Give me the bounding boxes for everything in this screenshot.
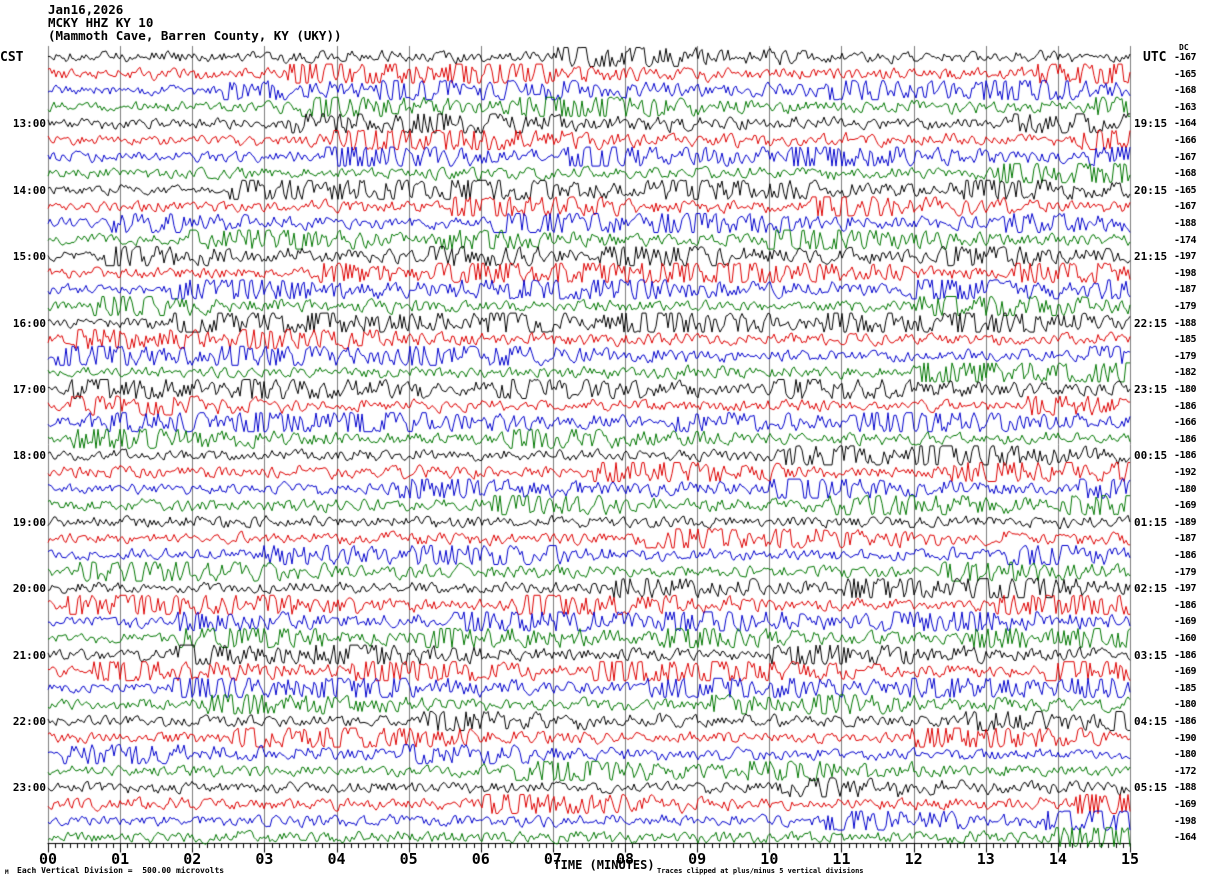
dc-value: -188 [1174,782,1197,794]
scale-note: Each Vertical Division = 500.00 microvol… [17,866,225,875]
dc-value: -186 [1174,716,1197,727]
hour-label-cst: 22:00 [12,715,46,728]
hour-label-cst: 13:00 [12,117,46,131]
dc-value: -197 [1174,251,1197,263]
x-axis-title: TIME (MINUTES) [553,858,655,872]
hour-label-utc: 02:15 [1134,582,1168,596]
dc-value: -185 [1174,682,1197,694]
clip-note: Traces clipped at plus/minus 5 vertical … [657,867,864,875]
x-tick-label: 06 [471,850,490,868]
hour-label-cst: 19:00 [12,515,46,529]
header-location: (Mammoth Cave, Barren County, KY (UKY)) [48,28,342,43]
dc-value: -182 [1174,367,1197,379]
dc-value: -168 [1174,85,1197,97]
hour-label-cst: 21:00 [12,648,46,662]
hour-label-utc: 23:15 [1134,383,1168,396]
hour-label-utc: 01:15 [1134,515,1168,529]
x-tick-label: 14 [1048,850,1067,868]
hour-label-utc: 19:15 [1134,117,1168,131]
dc-value: -188 [1174,218,1197,229]
dc-value: -190 [1174,732,1197,744]
dc-value: -160 [1174,633,1197,644]
dc-value: -187 [1174,533,1197,545]
dc-value: -168 [1174,168,1197,180]
dc-value: -186 [1174,400,1197,412]
dc-value: -166 [1174,135,1197,146]
hour-label-cst: 16:00 [12,316,46,330]
x-tick-label: 01 [111,850,130,868]
x-tick-label: 08 [616,850,635,868]
hour-label-utc: 04:15 [1134,715,1168,728]
dc-value: -188 [1174,317,1197,329]
x-tick-label: 13 [976,850,995,868]
dc-value: -192 [1174,467,1197,478]
x-tick-label: 12 [904,850,923,868]
x-tick-label: 00 [38,850,58,868]
dc-value: -163 [1174,101,1197,113]
dc-value: -179 [1174,350,1197,362]
x-tick-label: 05 [399,850,418,868]
x-tick-label: 11 [832,850,851,868]
dc-value: -169 [1174,500,1197,512]
hour-label-cst: 18:00 [12,449,46,463]
dc-value: -187 [1174,284,1197,296]
hour-label-cst: 23:00 [12,781,46,795]
hour-label-utc: 05:15 [1134,781,1168,795]
dc-value: -165 [1174,68,1197,80]
dc-value: -167 [1174,52,1197,63]
dc-value: -179 [1174,566,1197,578]
dc-value: -169 [1174,799,1197,810]
dc-value: -198 [1174,815,1197,827]
dc-value: -180 [1174,699,1197,711]
dc-value: -164 [1174,832,1197,844]
hour-label-cst: 17:00 [12,383,46,396]
dc-value: -186 [1174,550,1197,561]
dc-value: -172 [1174,765,1197,777]
dc-value: -169 [1174,666,1197,678]
x-tick-label: 04 [327,850,346,868]
hour-label-cst: 14:00 [12,183,46,197]
header-date: Jan16,2026 [48,2,124,17]
x-tick-label: 15 [1120,850,1140,868]
hour-label-utc: 00:15 [1134,449,1168,463]
hour-label-cst: 15:00 [12,250,46,264]
dc-value: -164 [1174,118,1197,130]
cst-axis-label: CST [0,50,24,65]
dc-value: -186 [1174,450,1197,462]
dc-value: -180 [1174,749,1197,761]
watermark-glyph: M [5,869,9,876]
hour-label-utc: 03:15 [1134,648,1168,662]
utc-axis-label: UTC [1143,50,1167,65]
dc-value: -167 [1174,201,1197,213]
dc-value: -185 [1174,334,1197,346]
hour-label-utc: 21:15 [1134,250,1168,264]
dc-value: -186 [1174,433,1197,445]
dc-value: -166 [1174,417,1197,429]
dc-value: -180 [1174,384,1197,395]
dc-value: -198 [1174,267,1197,279]
dc-column-header: DC [1179,43,1189,52]
x-tick-label: 03 [255,850,274,868]
dc-value: -186 [1174,599,1197,611]
hour-label-utc: 20:15 [1134,183,1168,197]
dc-value: -186 [1174,649,1197,661]
dc-value: -169 [1174,616,1197,628]
x-tick-label: 10 [760,850,779,868]
hour-label-cst: 20:00 [12,582,46,596]
x-tick-label: 09 [688,850,707,868]
x-tick-label: 07 [543,850,562,868]
dc-value: -197 [1174,583,1197,595]
dc-value: -179 [1174,301,1197,312]
dc-value: -165 [1174,184,1197,196]
x-tick-label: 02 [183,850,202,868]
dc-value: -167 [1174,151,1197,163]
hour-label-utc: 22:15 [1134,316,1168,330]
dc-value: -180 [1174,483,1197,495]
dc-value: -189 [1174,516,1197,528]
header-station: MCKY HHZ KY 10 [48,15,154,30]
dc-value: -174 [1174,234,1197,246]
